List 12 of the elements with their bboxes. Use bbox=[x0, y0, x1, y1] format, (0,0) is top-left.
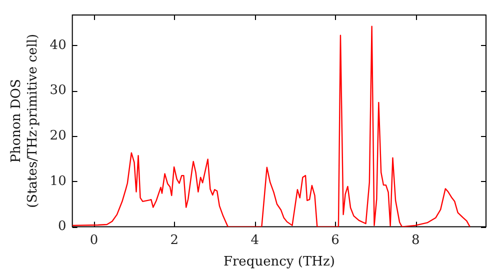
x-tick-label: 0 bbox=[90, 232, 98, 248]
y-tick-label: 20 bbox=[50, 128, 66, 144]
y-axis-title: Phonon DOS (States/THz·primitive cell) bbox=[8, 34, 41, 208]
x-tick-label: 6 bbox=[331, 232, 340, 248]
y-tick-label: 30 bbox=[50, 83, 66, 98]
y-tick-label: 10 bbox=[50, 174, 66, 189]
x-tick-label: 2 bbox=[170, 232, 179, 248]
y-tick-label: 0 bbox=[58, 219, 66, 234]
x-tick-label: 4 bbox=[250, 232, 259, 248]
y-tick-label: 40 bbox=[50, 38, 66, 53]
x-tick-label: 8 bbox=[412, 232, 420, 248]
x-axis-title: Frequency (THz) bbox=[223, 254, 335, 270]
